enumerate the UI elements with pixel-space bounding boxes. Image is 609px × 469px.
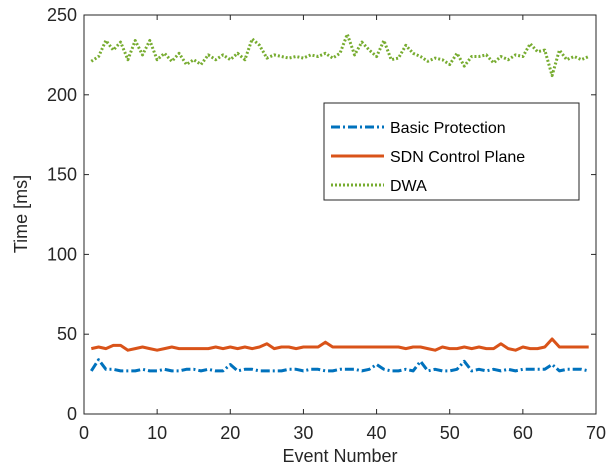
x-axis-ticks: 0 10 20 30 40 50 60 70	[79, 15, 606, 443]
series-line-3	[90, 32, 590, 78]
legend-box	[323, 102, 580, 201]
x-axis-title: Event Number	[282, 446, 397, 466]
legend: Basic Protection SDN Control Plane DWA	[323, 102, 580, 201]
series-line-1	[90, 358, 590, 373]
x-tick-label: 70	[586, 423, 606, 443]
x-tick-label: 20	[220, 423, 240, 443]
y-tick-label: 100	[47, 244, 77, 264]
axes-box	[83, 14, 597, 415]
y-tick-label: 50	[57, 324, 77, 344]
plot-area: 0 10 20 30 40 50 60 70 0 50 100 150 200 250	[47, 5, 606, 443]
series-layer	[90, 32, 590, 373]
y-tick-label: 150	[47, 165, 77, 185]
legend-label-3: DWA	[390, 178, 427, 195]
y-tick-label: 0	[67, 404, 77, 424]
series-line-2	[90, 337, 589, 352]
x-tick-label: 60	[513, 423, 533, 443]
y-tick-label: 250	[47, 5, 77, 25]
legend-entries: Basic Protection SDN Control Plane DWA	[331, 120, 525, 195]
x-tick-label: 30	[293, 423, 313, 443]
legend-label-2: SDN Control Plane	[390, 149, 525, 166]
x-tick-label: 0	[79, 423, 89, 443]
x-tick-label: 50	[440, 423, 460, 443]
x-tick-label: 10	[147, 423, 167, 443]
legend-label-1: Basic Protection	[390, 120, 506, 137]
y-tick-label: 200	[47, 85, 77, 105]
x-tick-label: 40	[367, 423, 387, 443]
y-axis-title: Time [ms]	[11, 175, 31, 253]
y-axis-ticks: 0 50 100 150 200 250	[47, 5, 596, 424]
